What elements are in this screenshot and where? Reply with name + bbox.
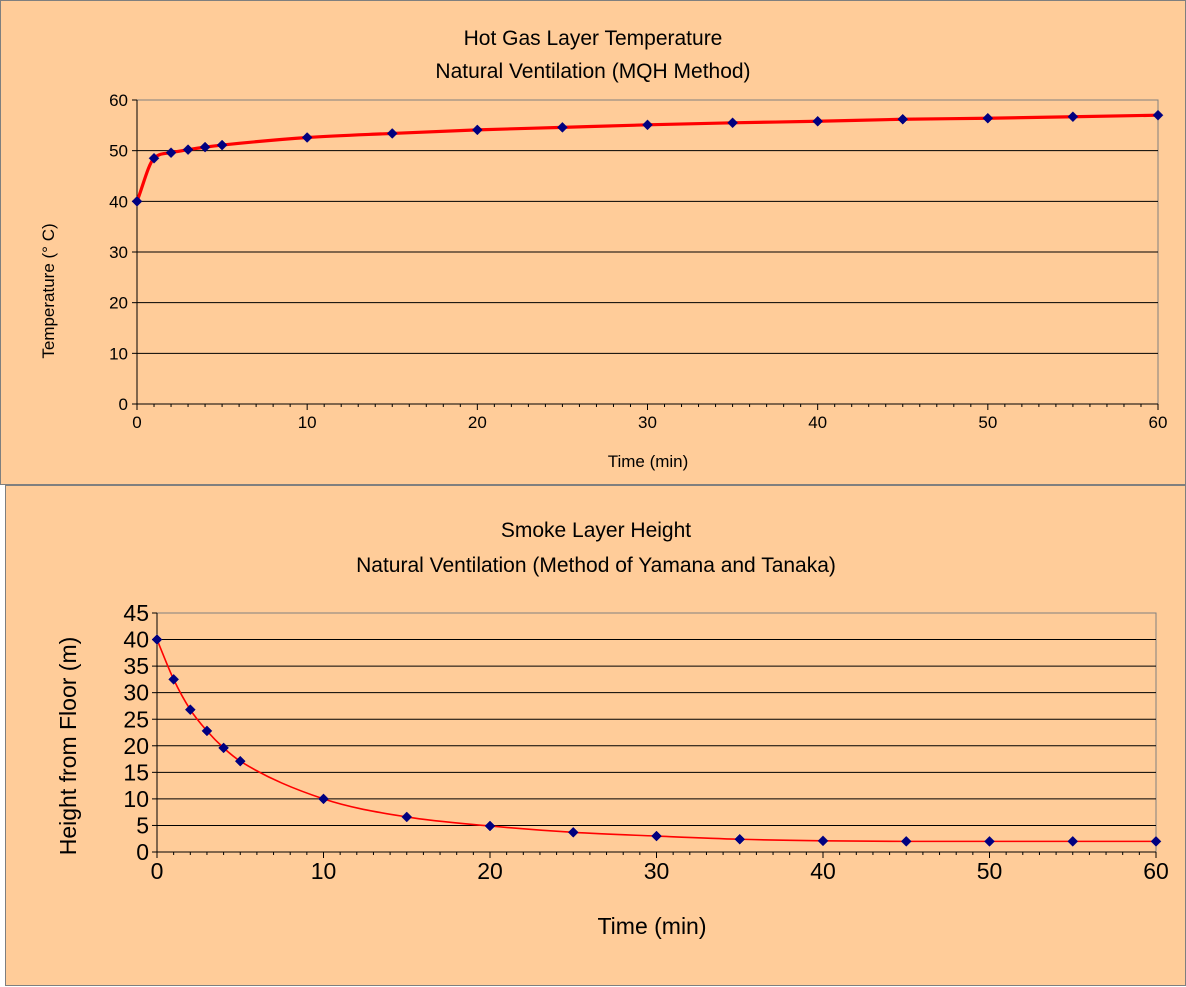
data-point xyxy=(651,830,662,842)
chart-title: Hot Gas Layer Temperature xyxy=(464,27,723,50)
data-point xyxy=(401,811,413,823)
y-tick-label: 0 xyxy=(136,839,149,865)
data-point xyxy=(168,674,180,685)
data-point xyxy=(734,833,746,845)
x-tick-label: 30 xyxy=(644,858,670,884)
x-tick-label: 50 xyxy=(977,858,1003,884)
y-tick-label: 15 xyxy=(123,759,149,785)
y-tick-label: 25 xyxy=(123,706,149,732)
data-point xyxy=(184,704,196,716)
y-tick-label: 50 xyxy=(109,142,128,161)
data-point xyxy=(182,144,194,156)
data-point xyxy=(216,139,228,151)
data-point xyxy=(1150,836,1162,847)
data-point xyxy=(471,124,483,136)
y-tick-label: 0 xyxy=(119,395,128,414)
data-point xyxy=(199,141,211,153)
smoke-height-chart: Smoke Layer Height Natural Ventilation (… xyxy=(55,519,1169,939)
plot-area xyxy=(156,612,1157,853)
data-point xyxy=(1152,109,1164,121)
x-axis-label: Time (min) xyxy=(608,452,689,471)
x-tick-label: 60 xyxy=(1143,858,1169,884)
y-tick-label: 60 xyxy=(109,91,128,110)
y-tick-label: 10 xyxy=(123,786,149,812)
x-tick-label: 10 xyxy=(311,858,337,884)
data-point xyxy=(386,128,398,139)
y-tick-label: 5 xyxy=(136,812,149,838)
x-tick-label: 60 xyxy=(1149,413,1168,432)
chart-title: Smoke Layer Height xyxy=(501,519,691,542)
data-point xyxy=(151,634,163,645)
data-point xyxy=(201,725,213,737)
data-point xyxy=(727,117,738,129)
data-point xyxy=(484,820,496,832)
data-point xyxy=(165,147,177,159)
x-tick-label: 20 xyxy=(468,413,487,432)
data-point xyxy=(817,835,829,847)
x-tick-label: 30 xyxy=(638,413,657,432)
x-tick-label: 0 xyxy=(132,413,141,432)
data-point xyxy=(984,836,995,847)
x-tick-label: 50 xyxy=(978,413,997,432)
data-point xyxy=(148,152,160,164)
x-tick-label: 20 xyxy=(477,858,503,884)
x-tick-label: 0 xyxy=(151,858,164,884)
y-tick-label: 30 xyxy=(109,243,128,262)
data-point xyxy=(642,119,653,131)
chart-subtitle: Natural Ventilation (Method of Yamana an… xyxy=(356,554,836,577)
y-tick-label: 30 xyxy=(123,680,149,706)
y-tick-label: 45 xyxy=(123,600,149,626)
data-point xyxy=(131,195,143,207)
x-tick-label: 40 xyxy=(808,413,827,432)
data-point xyxy=(900,836,912,847)
data-point xyxy=(1067,111,1079,123)
y-tick-label: 20 xyxy=(109,294,128,313)
y-tick-label: 40 xyxy=(109,192,128,211)
y-tick-label: 20 xyxy=(123,733,149,759)
y-axis-label: Height from Floor (m) xyxy=(55,637,81,856)
y-axis-label: Temperature (° C) xyxy=(39,223,58,358)
y-tick-label: 35 xyxy=(123,653,149,679)
data-point xyxy=(812,115,824,127)
x-axis-label: Time (min) xyxy=(597,913,706,939)
data-point xyxy=(301,132,313,143)
data-point xyxy=(234,755,246,767)
data-point xyxy=(557,122,568,133)
x-tick-label: 10 xyxy=(298,413,317,432)
y-tick-label: 10 xyxy=(109,344,128,363)
data-point xyxy=(982,112,994,124)
y-tick-label: 40 xyxy=(123,627,149,653)
chart-subtitle: Natural Ventilation (MQH Method) xyxy=(435,60,750,83)
data-point xyxy=(318,793,329,805)
data-point xyxy=(218,742,229,754)
data-point xyxy=(897,113,909,125)
data-point xyxy=(567,826,579,838)
temperature-chart: Hot Gas Layer Temperature Natural Ventil… xyxy=(39,27,1167,471)
x-tick-label: 40 xyxy=(810,858,836,884)
data-point xyxy=(1067,836,1079,847)
